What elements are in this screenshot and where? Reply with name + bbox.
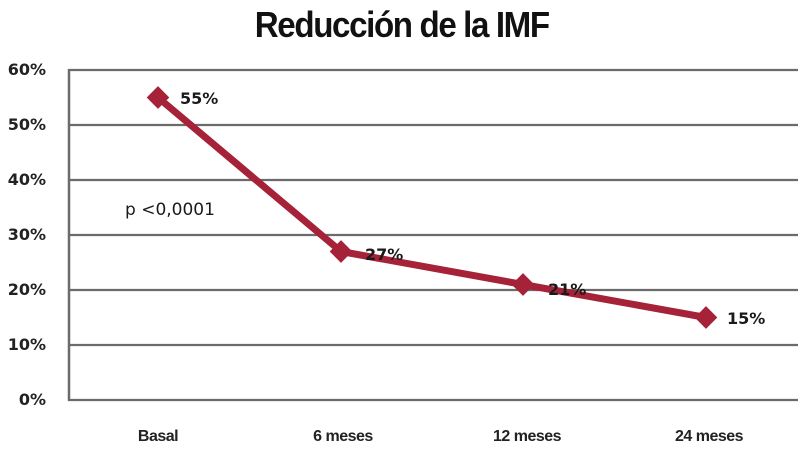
marker-diamond [511, 273, 535, 296]
gridlines [68, 68, 798, 402]
data-label: 55% [180, 89, 219, 108]
chart-title: Reducción de la IMF [254, 4, 550, 45]
x-tick-label: Basal [137, 428, 179, 445]
y-tick-label: 0% [18, 390, 46, 409]
y-tick-label: 10% [7, 335, 46, 354]
series-markers [146, 86, 718, 329]
marker-diamond [146, 86, 170, 109]
x-tick-label: 12 meses [492, 428, 562, 445]
data-label: 15% [727, 309, 766, 328]
data-label: 21% [548, 280, 587, 299]
y-tick-label: 20% [7, 280, 46, 299]
x-tick-label: 6 meses [313, 428, 373, 445]
data-label: 27% [365, 245, 404, 264]
p-value-annotation: p <0,0001 [125, 200, 215, 220]
y-tick-label: 40% [7, 170, 46, 189]
y-tick-label: 30% [7, 225, 46, 244]
x-tick-label: 24 meses [674, 428, 744, 445]
y-tick-label: 50% [7, 115, 46, 134]
marker-diamond [694, 306, 718, 329]
y-tick-label: 60% [7, 60, 46, 79]
series-line [155, 94, 707, 321]
